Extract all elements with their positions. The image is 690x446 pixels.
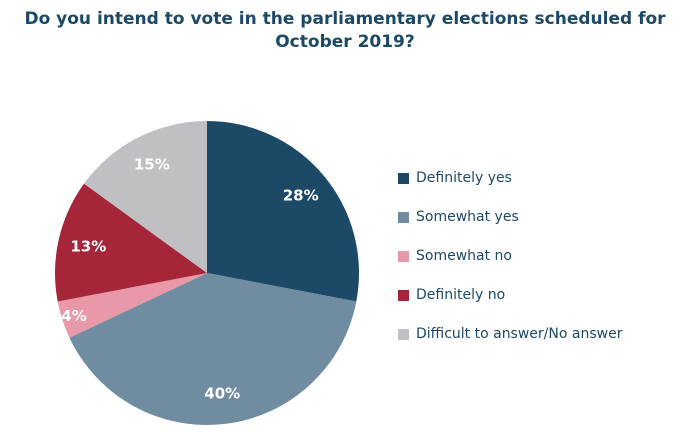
legend-item-somewhat-yes: Somewhat yes <box>398 209 622 225</box>
legend-swatch <box>398 172 409 184</box>
legend-swatch <box>398 250 409 262</box>
legend-label: Definitely no <box>416 287 506 303</box>
legend-label: Somewhat yes <box>416 209 519 225</box>
legend-label: Somewhat no <box>416 248 512 264</box>
pie-slice-somewhat-no <box>57 273 207 338</box>
legend-label: Definitely yes <box>416 170 512 186</box>
pie-data-label: 4% <box>61 307 86 325</box>
pie-slice-definitely-yes <box>207 121 359 302</box>
legend-swatch <box>398 289 409 301</box>
legend-item-somewhat-no: Somewhat no <box>398 248 622 264</box>
legend-item-definitely-no: Definitely no <box>398 287 622 303</box>
legend-item-definitely-yes: Definitely yes <box>398 170 622 186</box>
legend: Definitely yes Somewhat yes Somewhat no Def… <box>398 170 622 365</box>
legend-item-difficult-to-answer-no-answer: Difficult to answer/No answer <box>398 326 622 342</box>
pie-data-label: 13% <box>70 237 106 255</box>
pie-data-label: 15% <box>134 156 170 174</box>
pie-slice-somewhat-yes <box>69 273 357 425</box>
legend-label: Difficult to answer/No answer <box>416 326 623 342</box>
pie-slice-difficult-to-answer-no-answer <box>84 121 207 273</box>
pie-slice-definitely-no <box>55 183 208 302</box>
pie-data-label: 28% <box>283 186 319 204</box>
chart-title: Do you intend to vote in the parliamenta… <box>24 9 666 52</box>
legend-swatch <box>398 328 409 340</box>
legend-swatch <box>398 211 409 223</box>
pie-data-label: 40% <box>204 385 240 403</box>
